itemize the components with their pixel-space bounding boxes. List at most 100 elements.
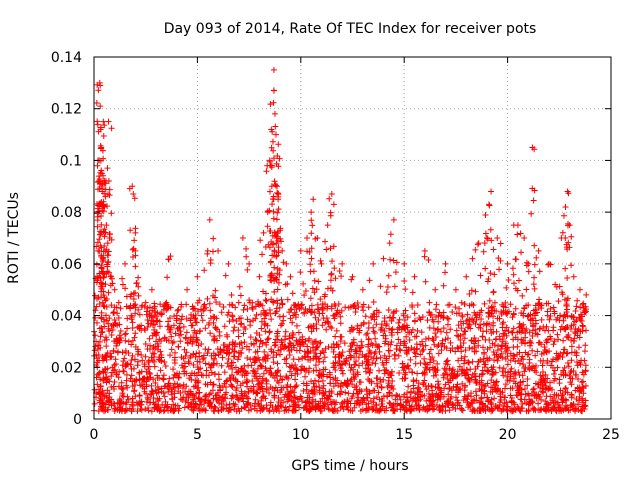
data-point (93, 99, 100, 106)
data-point (445, 315, 452, 322)
data-point (431, 341, 438, 348)
data-point (102, 353, 109, 360)
data-point (517, 396, 524, 403)
data-point (519, 292, 526, 299)
data-point (94, 239, 101, 246)
data-point (461, 383, 468, 390)
data-point (324, 222, 331, 229)
data-point (510, 311, 517, 318)
data-point (412, 395, 419, 402)
data-point (417, 360, 424, 367)
data-point (133, 376, 140, 383)
data-point (332, 302, 339, 309)
data-point (577, 304, 584, 311)
data-point (542, 386, 549, 393)
data-point (493, 378, 500, 385)
data-point (229, 365, 236, 372)
data-point (544, 375, 551, 382)
data-point (532, 330, 539, 337)
data-point (225, 260, 232, 267)
data-point (150, 376, 157, 383)
data-point (399, 323, 406, 330)
data-point (246, 260, 253, 267)
data-point (295, 356, 302, 363)
data-point (224, 360, 231, 367)
data-point (494, 387, 501, 394)
data-point (275, 163, 282, 170)
data-point (405, 362, 412, 369)
data-point (275, 249, 282, 256)
data-point (354, 323, 361, 330)
data-point (292, 302, 299, 309)
data-point (136, 311, 143, 318)
data-point (583, 327, 590, 334)
data-point (93, 261, 100, 268)
data-point (365, 376, 372, 383)
data-point (164, 401, 171, 408)
data-point (501, 400, 508, 407)
data-point (307, 356, 314, 363)
data-point (289, 330, 296, 337)
data-point (559, 353, 566, 360)
data-point (480, 344, 487, 351)
data-point (362, 407, 369, 414)
data-point (129, 401, 136, 408)
data-point (207, 330, 214, 337)
data-point (372, 360, 379, 367)
data-point (349, 340, 356, 347)
data-point (446, 384, 453, 391)
data-point (170, 401, 177, 408)
data-point (124, 325, 131, 332)
data-point (169, 386, 176, 393)
data-point (507, 301, 514, 308)
data-point (517, 230, 524, 237)
data-point (104, 387, 111, 394)
data-point (396, 393, 403, 400)
data-point (527, 400, 534, 407)
data-point (175, 388, 182, 395)
data-point (345, 304, 352, 311)
data-point (403, 333, 410, 340)
data-point (478, 381, 485, 388)
data-point (144, 394, 151, 401)
data-point (289, 319, 296, 326)
data-point (491, 271, 498, 278)
data-point (502, 342, 509, 349)
data-point (300, 388, 307, 395)
data-point (549, 358, 555, 365)
data-point (261, 348, 268, 355)
data-point (378, 321, 385, 328)
data-point (131, 356, 138, 363)
data-point (277, 225, 284, 232)
data-point (236, 408, 243, 415)
data-point (256, 380, 263, 387)
data-point (565, 407, 572, 414)
data-point (145, 359, 152, 366)
data-point (557, 387, 564, 394)
data-point (102, 248, 109, 255)
data-point (135, 292, 142, 299)
data-point (581, 348, 588, 355)
data-point (308, 209, 315, 216)
data-point (518, 249, 525, 256)
data-point (271, 178, 278, 185)
data-point (275, 244, 282, 251)
data-point (379, 359, 386, 366)
data-point (108, 302, 115, 309)
data-point (468, 287, 475, 294)
data-point (327, 245, 334, 252)
data-point (188, 370, 195, 377)
data-point (175, 374, 182, 381)
data-point (232, 364, 239, 371)
data-point (280, 399, 287, 406)
data-point (339, 349, 346, 356)
data-point (297, 269, 304, 276)
y-tick-label: 0.04 (51, 309, 82, 325)
data-point (582, 402, 589, 409)
data-point (266, 188, 273, 195)
data-point (329, 287, 336, 294)
data-point (138, 322, 145, 329)
data-point (307, 261, 314, 268)
data-point (331, 362, 338, 369)
data-point (286, 392, 293, 399)
